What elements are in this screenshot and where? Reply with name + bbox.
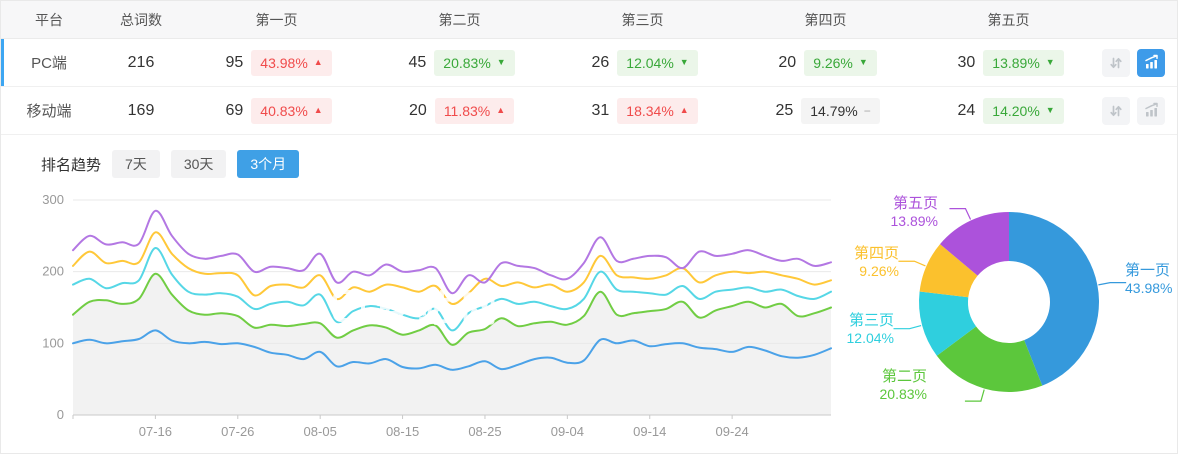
change-badge: 12.04% ▼ [617, 49, 698, 76]
page1-cell: 69 40.83% ▲ [185, 97, 368, 124]
col-page2: 第二页 [438, 11, 481, 28]
page3-cell: 31 18.34% ▲ [551, 97, 734, 124]
trend-tab-3[interactable]: 3个月 [237, 150, 300, 178]
page-distribution-donut: 第一页 43.98% 第二页 20.83% 第三页 12.04% 第四页 9.2… [841, 180, 1178, 444]
pie-label-page3: 第三页 12.04% [846, 312, 894, 346]
sort-arrows-icon [1110, 105, 1122, 116]
svg-text:09-04: 09-04 [551, 424, 584, 439]
page5-cell: 24 14.20% ▼ [917, 97, 1100, 124]
sort-arrows-button[interactable] [1102, 48, 1130, 77]
svg-text:08-25: 08-25 [468, 424, 501, 439]
page-count: 25 [775, 101, 794, 119]
page-count: 20 [778, 53, 797, 71]
trend-chart-icon [1144, 102, 1158, 117]
donut-chart[interactable] [841, 180, 1178, 444]
change-badge: 9.26% ▼ [804, 49, 877, 76]
svg-text:09-14: 09-14 [633, 424, 666, 439]
trend-chart-area: 0 100 200 300 07-16 07-26 08-05 08-15 08-25 09-04… [1, 180, 1178, 453]
change-badge: 20.83% ▼ [434, 49, 515, 76]
change-badge: 40.83% ▲ [251, 97, 332, 124]
table-row-pc[interactable]: PC端 216 95 43.98% ▲ 45 20.83% ▼ 26 12.04% ▼… [1, 39, 1177, 87]
sort-arrows-button[interactable] [1102, 96, 1130, 125]
col-page4: 第四页 [804, 11, 847, 28]
total-words-value: 216 [127, 53, 155, 71]
page-count: 26 [591, 53, 610, 71]
svg-text:08-15: 08-15 [386, 424, 419, 439]
trend-range-tabs: 7天 30天 3个月 [112, 150, 300, 178]
svg-text:300: 300 [42, 192, 64, 207]
page-count: 31 [591, 101, 610, 119]
col-page3: 第三页 [621, 11, 664, 28]
svg-text:08-05: 08-05 [304, 424, 337, 439]
svg-text:200: 200 [42, 264, 64, 279]
page-count: 95 [225, 53, 244, 71]
platform-label: PC端 [31, 55, 67, 72]
trend-header: 排名趋势 7天 30天 3个月 [1, 135, 1177, 180]
change-badge: 13.89% ▼ [983, 49, 1064, 76]
pie-label-page4: 第四页 9.26% [853, 245, 899, 279]
page2-cell: 45 20.83% ▼ [368, 49, 551, 76]
page3-cell: 26 12.04% ▼ [551, 49, 734, 76]
page2-cell: 20 11.83% ▲ [368, 97, 551, 124]
change-badge: 18.34% ▲ [617, 97, 698, 124]
col-total-words: 总词数 [120, 11, 162, 28]
svg-text:07-26: 07-26 [221, 424, 254, 439]
page-count: 45 [408, 53, 427, 71]
svg-text:09-24: 09-24 [716, 424, 749, 439]
pie-label-page5: 第五页 13.89% [890, 195, 938, 229]
page5-cell: 30 13.89% ▼ [917, 49, 1100, 76]
change-badge: 14.79% − [801, 97, 880, 124]
col-page1: 第一页 [255, 11, 298, 28]
pie-label-page2: 第二页 20.83% [879, 368, 927, 402]
page1-cell: 95 43.98% ▲ [185, 49, 368, 76]
svg-text:0: 0 [57, 407, 64, 422]
total-words-value: 169 [127, 101, 155, 119]
table-row-mobile[interactable]: 移动端 169 69 40.83% ▲ 20 11.83% ▲ 31 18.34% ▲… [1, 87, 1177, 135]
page-count: 24 [957, 101, 976, 119]
sort-arrows-icon [1110, 57, 1122, 68]
page4-cell: 25 14.79% − [734, 97, 917, 124]
page4-cell: 20 9.26% ▼ [734, 49, 917, 76]
trend-title: 排名趋势 [41, 156, 102, 174]
change-badge: 11.83% ▲ [434, 97, 515, 124]
trend-tab-1[interactable]: 7天 [112, 150, 160, 178]
svg-text:100: 100 [42, 335, 64, 350]
trend-tab-2[interactable]: 30天 [170, 150, 227, 178]
col-platform: 平台 [35, 11, 63, 28]
rank-trend-line-chart[interactable]: 0 100 200 300 07-16 07-26 08-05 08-15 08-25 09-04… [31, 192, 841, 448]
page-count: 30 [957, 53, 976, 71]
svg-text:07-16: 07-16 [139, 424, 172, 439]
page-count: 20 [409, 101, 427, 119]
table-header: 平台 总词数 第一页 第二页 第三页 第四页 第五页 [1, 1, 1177, 39]
page-count: 69 [225, 101, 244, 119]
platform-label: 移动端 [26, 103, 72, 120]
trend-chart-button[interactable] [1137, 48, 1165, 77]
pie-label-page1: 第一页 43.98% [1125, 262, 1173, 296]
change-badge: 43.98% ▲ [251, 49, 332, 76]
col-page5: 第五页 [987, 11, 1030, 28]
change-badge: 14.20% ▼ [983, 97, 1064, 124]
trend-chart-button[interactable] [1137, 96, 1165, 125]
trend-chart-icon [1144, 54, 1158, 69]
